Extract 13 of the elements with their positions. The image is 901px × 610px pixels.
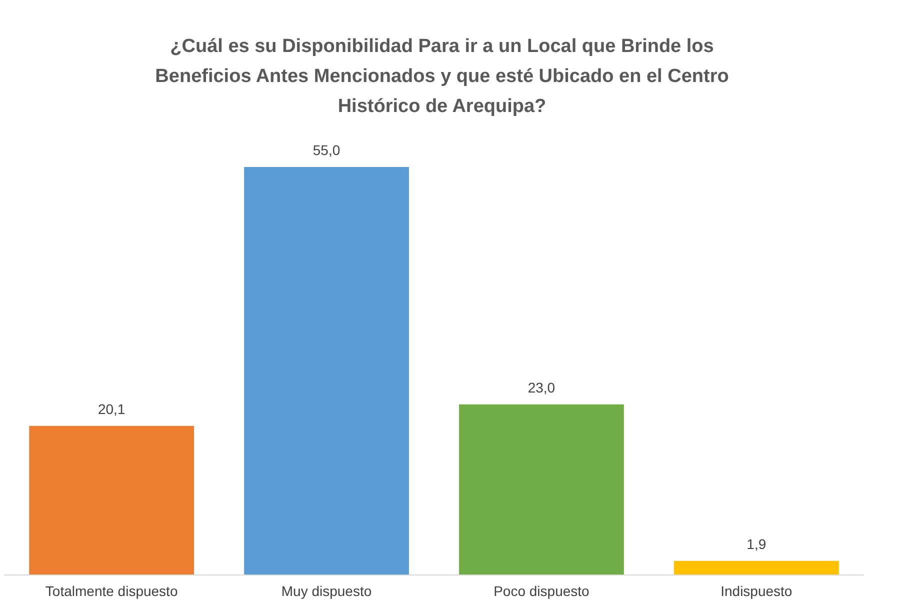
x-tick-label: Muy dispuesto xyxy=(281,583,372,599)
x-tick-label: Totalmente dispuesto xyxy=(45,583,178,599)
bar xyxy=(674,560,839,575)
chart-title: ¿Cuál es su Disponibilidad Para ir a un Local que Brinde los Beneficios Antes Mencionados y que esté Ubicado en el Centro Histórico de Arequipa? xyxy=(155,36,729,117)
data-label: 1,9 xyxy=(746,536,766,552)
data-label: 55,0 xyxy=(312,142,340,158)
data-label: 23,0 xyxy=(528,379,556,396)
data-label: 20,1 xyxy=(98,400,126,417)
x-tick-label: Poco dispuesto xyxy=(494,583,590,599)
bar xyxy=(244,167,409,575)
x-tick-label: Indispuesto xyxy=(720,583,792,599)
bar xyxy=(459,404,624,575)
bar xyxy=(29,426,194,575)
